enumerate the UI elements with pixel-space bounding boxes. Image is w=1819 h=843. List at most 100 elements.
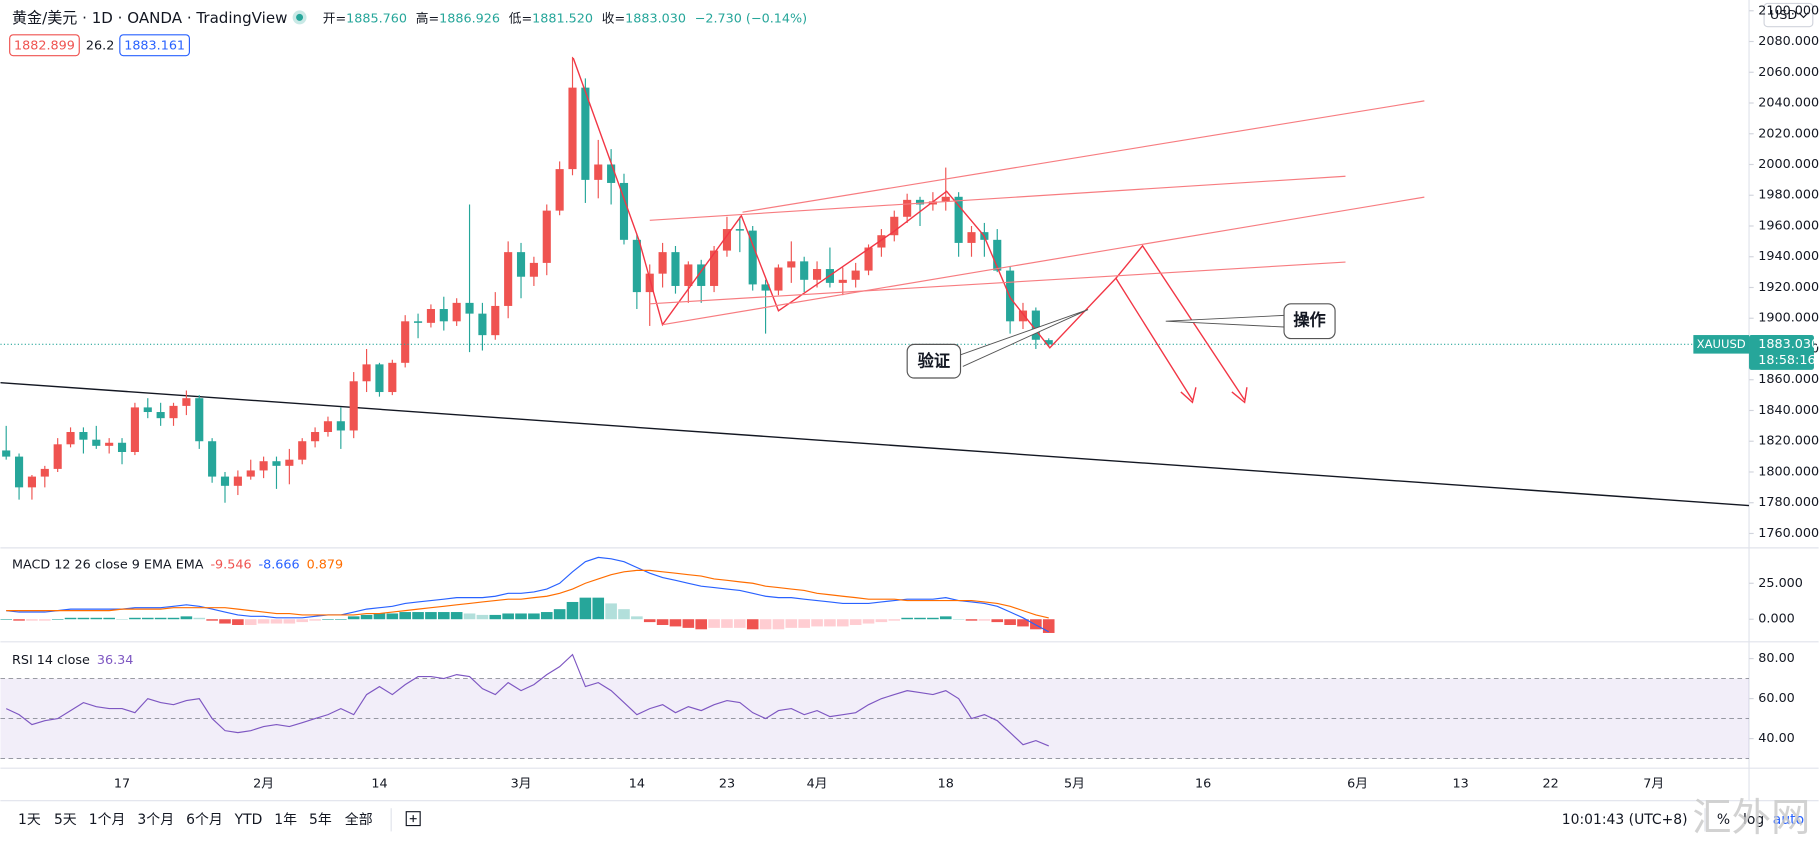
histogram-bar [515,613,527,620]
ohlc-key: 收= [602,11,625,26]
candle-body [491,305,500,336]
histogram-bar [399,612,411,620]
histogram-bar [721,619,733,628]
candle-body [581,87,590,180]
y-tick-label: 2000.000 [1758,157,1819,172]
rsi-pane [0,653,1750,760]
ohlc-change: −2.730 (−0.14%) [695,11,807,26]
range-button[interactable]: 6个月 [186,812,223,828]
histogram-bar [103,617,115,620]
ohlc-value: 1883.030 [625,11,686,26]
candle-body [362,364,371,382]
candle-body [967,232,976,243]
dropdown-caret [1798,12,1809,19]
toolbar: 1天 5天 1个月 3个月 6个月 YTD 1年 5年 全部 10:01:43 (UTC+8)% l… [18,808,1804,832]
y-tick-label: 1760.000 [1758,526,1819,541]
candle-body [838,279,847,283]
histogram-bar [695,619,708,630]
histogram-bar [0,619,12,620]
candle-body [594,164,603,180]
callout-pointer [1165,314,1285,328]
range-button[interactable]: 5年 [309,812,332,828]
y-tick-label: 1800.000 [1758,464,1819,479]
y-tick-label: 2100.000 [1758,3,1819,18]
channel-line [649,175,1346,221]
x-tick-label: 4月 [807,776,828,791]
candle-body [259,461,268,471]
candle-body [53,444,62,469]
x-tick-label: 17 [114,776,130,791]
candle-body [684,264,693,286]
range-button[interactable]: 3个月 [137,812,174,828]
histogram-bar [13,619,25,621]
candle-body [130,407,139,452]
y-tick-label: 1900.000 [1758,311,1819,326]
ohlc-key: 开= [323,11,346,26]
channel-line [662,196,1425,326]
candle-body [195,398,204,442]
y-tick-label: 2080.000 [1758,34,1819,49]
range-button[interactable]: YTD [234,812,263,828]
spread: 26.2 [86,38,114,53]
histogram-bar [386,613,399,620]
candle-body [748,230,757,285]
histogram-bar [888,619,901,621]
histogram-bar [167,617,180,620]
candle-body [285,459,294,466]
legend-value: 36.34 [97,652,134,667]
bid-badge[interactable] [9,34,80,57]
candle-body [15,456,24,488]
histogram-bar [965,619,978,621]
histogram-bar [553,609,566,620]
range-button[interactable]: 5天 [54,812,77,828]
range-button[interactable]: 1天 [18,812,41,828]
callout-pointer [960,309,1089,367]
range-button[interactable]: 1年 [274,812,297,828]
y-tick-label: 1940.000 [1758,249,1819,264]
candle-body [156,412,165,419]
histogram-bar [978,619,991,621]
candle-body [851,270,860,280]
ohlc-value: 1881.520 [532,11,593,26]
candle-body [619,182,629,240]
drawings: 验证 操作 [572,57,1425,404]
candle-body [941,196,950,202]
histogram-bar [489,614,502,620]
histogram-bar [296,619,309,623]
countdown: 18:58:16 [1758,353,1815,368]
y-tick-label: 80.00 [1758,651,1795,666]
histogram-bar [309,619,321,621]
candle-body [401,321,410,363]
scale-button[interactable]: log [1743,812,1764,828]
candle-body [516,252,526,277]
scale-button[interactable]: auto [1773,812,1804,828]
scale-button[interactable]: % [1717,812,1730,828]
histogram-bar [77,617,90,620]
histogram-bar [540,612,553,620]
goto-date-icon[interactable] [405,811,421,827]
range-button[interactable]: 全部 [345,811,373,828]
candle-body [890,216,899,236]
candle-body [349,381,358,431]
histogram-bar [939,616,952,620]
y-tick-label: 60.00 [1758,691,1795,706]
candle-body [388,362,397,393]
candle-body [40,468,49,477]
y-tick-label: 1780.000 [1758,495,1819,510]
currency-button[interactable] [1763,2,1814,28]
histogram-bar [566,601,579,620]
x-tick-label: 5月 [1064,776,1085,791]
histogram-bar [206,619,218,621]
legend-value: -9.546 [210,557,251,572]
histogram-bar [836,619,849,627]
ask-badge[interactable] [119,34,190,57]
y-tick-label: 40.00 [1758,731,1795,746]
symbol-tag [1693,335,1750,354]
candle-body [246,470,255,477]
candle-body [272,461,281,466]
ohlc-legend: 开=1885.760 高=1886.926 低=1881.520 收=1883.… [323,10,807,26]
candle-body [298,441,307,460]
range-button[interactable]: 1个月 [89,812,126,828]
histogram-bar [927,617,939,620]
